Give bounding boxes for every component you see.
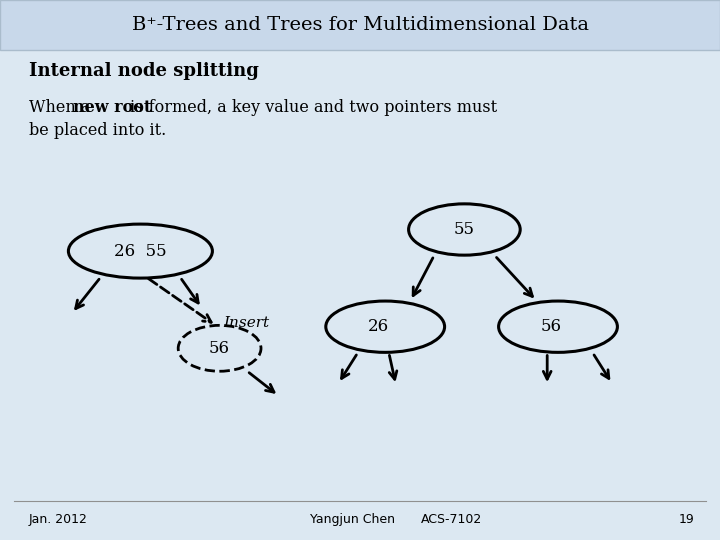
Ellipse shape xyxy=(179,325,261,372)
Text: is formed, a key value and two pointers must: is formed, a key value and two pointers … xyxy=(125,99,497,117)
Text: 56: 56 xyxy=(209,340,230,357)
Text: Yangjun Chen: Yangjun Chen xyxy=(310,513,395,526)
Ellipse shape xyxy=(498,301,618,352)
Text: Insert: Insert xyxy=(223,316,269,330)
Text: 26: 26 xyxy=(367,318,389,335)
Text: Jan. 2012: Jan. 2012 xyxy=(29,513,88,526)
Text: Internal node splitting: Internal node splitting xyxy=(29,62,258,80)
Text: 26  55: 26 55 xyxy=(114,242,167,260)
Ellipse shape xyxy=(68,224,212,278)
Ellipse shape xyxy=(326,301,445,352)
Text: 55: 55 xyxy=(454,221,475,238)
Ellipse shape xyxy=(409,204,521,255)
Text: ACS-7102: ACS-7102 xyxy=(421,513,482,526)
FancyBboxPatch shape xyxy=(0,0,720,50)
Text: 56: 56 xyxy=(540,318,562,335)
Text: new root: new root xyxy=(73,99,151,117)
Text: B⁺-Trees and Trees for Multidimensional Data: B⁺-Trees and Trees for Multidimensional … xyxy=(132,16,588,34)
Text: When a: When a xyxy=(29,99,95,117)
Text: be placed into it.: be placed into it. xyxy=(29,122,166,139)
Text: 19: 19 xyxy=(679,513,695,526)
